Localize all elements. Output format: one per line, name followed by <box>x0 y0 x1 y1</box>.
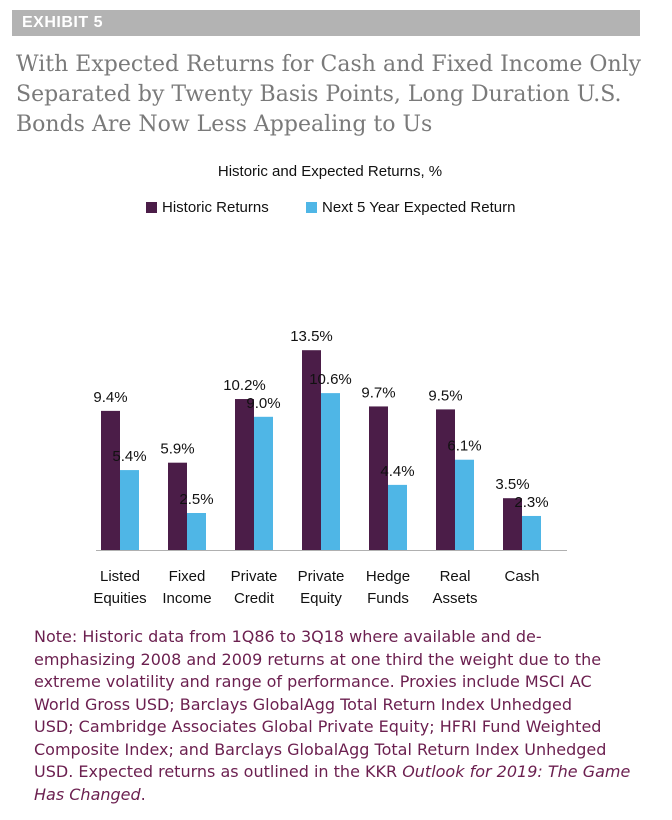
footnote-text: extreme volatility and range of performa… <box>34 672 592 691</box>
category-label: Assets <box>432 590 477 607</box>
bar-expected <box>254 416 273 550</box>
data-label-expected: 2.3% <box>514 494 548 511</box>
footnote-italic-text: Outlook for 2019: The Game <box>402 762 631 781</box>
footnote-line: USD. Expected returns as outlined in the… <box>34 761 634 784</box>
data-label-historic: 5.9% <box>160 441 194 458</box>
data-label-historic: 10.2% <box>223 377 266 394</box>
footnote-line: Has Changed. <box>34 784 634 807</box>
bar-expected <box>522 515 541 550</box>
data-label-historic: 9.7% <box>361 384 395 401</box>
data-label-expected: 10.6% <box>309 371 352 388</box>
legend-label-expected: Next 5 Year Expected Return <box>322 199 516 216</box>
headline-line: Bonds Are Now Less Appealing to Us <box>16 112 433 137</box>
category-label: Private <box>298 568 345 585</box>
category-label: Private <box>231 568 278 585</box>
legend-swatch-historic <box>146 202 157 213</box>
chart-legend: Historic Returns Next 5 Year Expected Re… <box>0 199 660 219</box>
bar-expected <box>455 459 474 550</box>
data-label-historic: 9.5% <box>428 387 462 404</box>
data-label-historic: 13.5% <box>290 328 333 345</box>
bar-expected <box>120 470 139 550</box>
footnote-text: . <box>140 784 146 804</box>
bar-expected <box>321 393 340 550</box>
footnote-text: USD. Expected returns as outlined in the… <box>34 762 403 781</box>
bar-historic <box>101 410 120 550</box>
bar-historic <box>302 350 321 550</box>
data-label-expected: 2.5% <box>179 491 213 508</box>
legend-swatch-expected <box>306 202 317 213</box>
footnote-text: Composite Index; and Barclays GlobalAgg … <box>34 739 607 759</box>
footnote-line: World Gross USD; Barclays GlobalAgg Tota… <box>34 694 634 717</box>
footnote-line: USD; Cambridge Associates Global Private… <box>34 716 634 739</box>
footnote-line: Note: Historic data from 1Q86 to 3Q18 wh… <box>34 626 634 649</box>
headline-line: With Expected Returns for Cash and Fixed… <box>16 52 642 77</box>
data-label-historic: 3.5% <box>495 476 529 493</box>
bar-chart: 9.4% 5.4% Listed Equities 5.9% 2.5% Fixed Incom… <box>93 328 567 607</box>
data-label-expected: 9.0% <box>246 395 280 412</box>
footnote-text: USD; Cambridge Associates Global Private… <box>34 717 602 736</box>
category-label: Real <box>440 568 471 585</box>
footnote-text: World Gross USD; Barclays GlobalAgg Tota… <box>34 694 573 714</box>
data-label-expected: 6.1% <box>447 438 481 455</box>
footnote-line: Composite Index; and Barclays GlobalAgg … <box>34 739 634 762</box>
category-label: Fixed <box>169 568 206 585</box>
bar-historic <box>235 399 254 550</box>
headline-line: Separated by Twenty Basis Points, Long D… <box>16 82 622 107</box>
category-label: Equities <box>93 590 146 607</box>
category-label: Listed <box>100 568 140 585</box>
legend-label-historic: Historic Returns <box>162 199 269 216</box>
footnote-line: extreme volatility and range of performa… <box>34 671 634 694</box>
footnote-italic-text: Has Changed <box>34 784 141 804</box>
data-label-expected: 5.4% <box>112 448 146 465</box>
data-label-historic: 9.4% <box>93 389 127 406</box>
bar-expected <box>187 513 206 550</box>
footnote: Note: Historic data from 1Q86 to 3Q18 wh… <box>34 626 634 806</box>
footnote-text: emphasizing 2008 and 2009 returns at one… <box>34 649 602 669</box>
category-label: Equity <box>300 590 342 607</box>
category-label: Income <box>162 590 211 607</box>
headline: With Expected Returns for Cash and Fixed… <box>16 50 656 140</box>
data-label-expected: 4.4% <box>380 463 414 480</box>
footnote-text: Note: Historic data from 1Q86 to 3Q18 wh… <box>34 627 542 646</box>
exhibit-banner: EXHIBIT 5 <box>12 10 640 36</box>
category-label: Funds <box>367 590 409 607</box>
category-label: Credit <box>234 590 275 607</box>
category-label: Hedge <box>366 568 410 585</box>
footnote-line: emphasizing 2008 and 2009 returns at one… <box>34 649 634 672</box>
category-label: Cash <box>504 568 539 585</box>
bar-historic <box>436 409 455 550</box>
chart-title: Historic and Expected Returns, % <box>217 163 443 180</box>
legend-item-historic: Historic Returns <box>146 199 269 216</box>
exhibit-label: EXHIBIT 5 <box>22 14 103 31</box>
legend-item-expected: Next 5 Year Expected Return <box>306 199 515 216</box>
bar-historic <box>369 406 388 550</box>
bar-historic <box>503 498 522 550</box>
bar-expected <box>388 484 407 550</box>
bar-historic <box>168 462 187 550</box>
